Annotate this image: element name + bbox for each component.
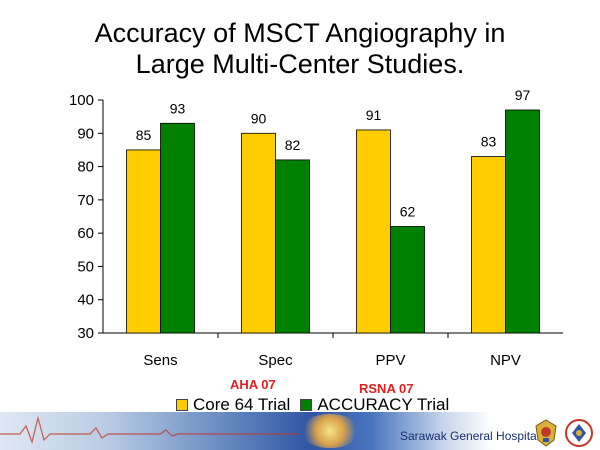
legend-label-core64: Core 64 Trial xyxy=(193,395,291,414)
bar-sens-accuracy xyxy=(160,122,195,334)
data-label: 93 xyxy=(170,100,186,116)
bar-sens-core64 xyxy=(126,149,161,334)
state-crest-icon xyxy=(535,419,557,447)
bar-spec-accuracy xyxy=(275,159,310,334)
x-category-label: Spec xyxy=(258,352,293,369)
aha-annotation: AHA 07 xyxy=(230,377,276,392)
y-tick-label: 100 xyxy=(69,92,94,109)
chart-labels: 30 40 50 60 70 80 90 100 85 93 Sens 90 82 Spec 91 62 PPV… xyxy=(69,87,531,369)
data-label: 85 xyxy=(136,127,152,143)
x-category-label: PPV xyxy=(375,352,405,369)
y-tick-label: 40 xyxy=(77,292,94,309)
data-label: 90 xyxy=(251,110,267,126)
data-label: 62 xyxy=(400,203,416,219)
legend-item-core64: Core 64 Trial xyxy=(176,395,290,415)
data-label: 91 xyxy=(366,107,382,123)
footer-glow-decoration xyxy=(300,414,360,448)
ecg-line-icon xyxy=(0,415,300,445)
bar-npv-accuracy xyxy=(505,109,540,334)
legend-label-accuracy: ACCURACY Trial xyxy=(317,395,450,414)
footer-banner xyxy=(0,412,600,450)
slide-title: Accuracy of MSCT Angiography in Large Mu… xyxy=(94,18,506,79)
data-label: 82 xyxy=(285,137,301,153)
hospital-name: Sarawak General Hospital xyxy=(400,429,540,443)
y-tick-label: 70 xyxy=(77,192,94,209)
y-tick-label: 60 xyxy=(77,225,94,242)
rsna-annotation: RSNA 07 xyxy=(359,381,414,396)
ministry-logo-icon xyxy=(565,419,593,447)
x-category-label: NPV xyxy=(490,352,521,369)
legend-swatch-accuracy xyxy=(300,399,313,411)
data-label: 97 xyxy=(515,87,531,103)
legend-swatch-core64 xyxy=(176,399,188,411)
chart-bars xyxy=(126,109,540,334)
y-tick-label: 90 xyxy=(77,125,94,142)
legend-item-accuracy: ACCURACY Trial xyxy=(300,395,449,415)
bar-spec-core64 xyxy=(241,132,276,334)
chart-legend: Core 64 Trial ACCURACY Trial xyxy=(176,395,459,415)
bar-npv-core64 xyxy=(471,156,506,334)
bar-ppv-core64 xyxy=(356,129,391,334)
bar-ppv-accuracy xyxy=(390,226,425,334)
y-tick-label: 50 xyxy=(77,258,94,275)
data-label: 83 xyxy=(481,134,497,150)
y-tick-label: 80 xyxy=(77,159,94,176)
y-tick-label: 30 xyxy=(77,325,94,342)
x-category-label: Sens xyxy=(143,352,177,369)
